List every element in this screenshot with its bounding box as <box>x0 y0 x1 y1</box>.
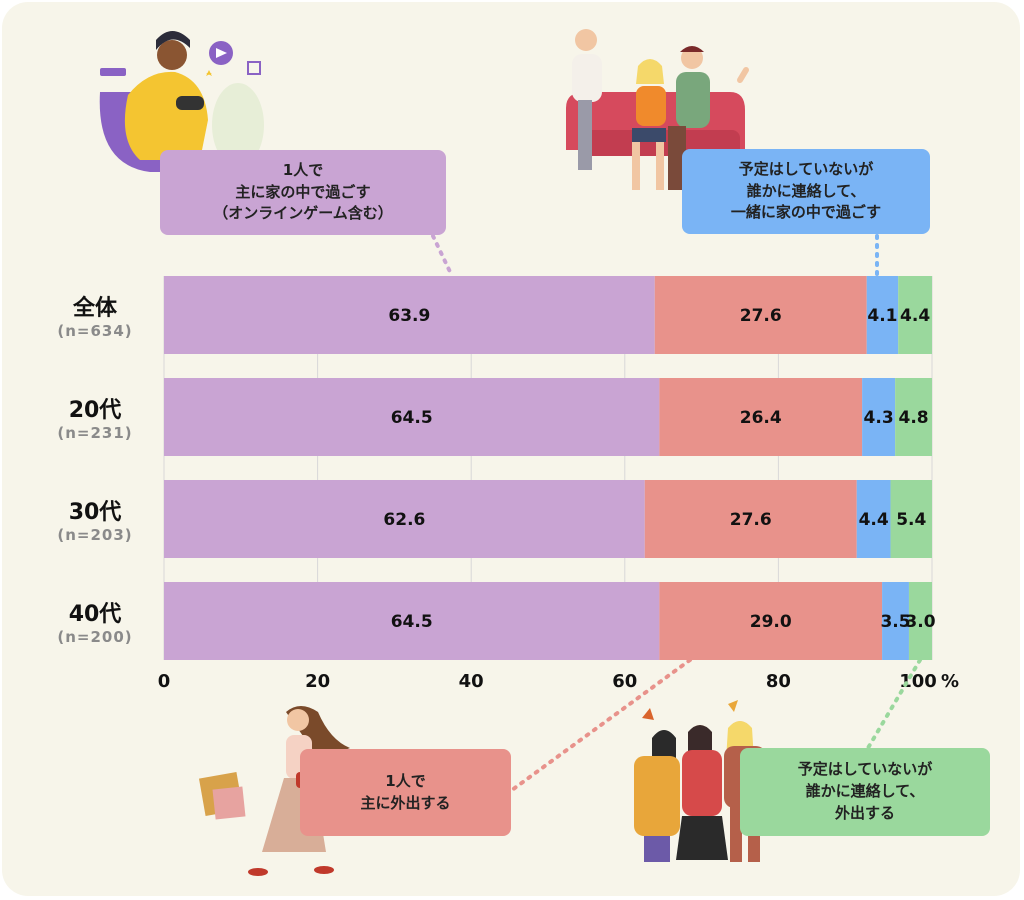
row-label-30s: 30代 (n=203) <box>40 494 150 544</box>
row-label-text: 40代 <box>68 602 122 627</box>
data-label: 64.5 <box>391 408 433 428</box>
callout-line: 一緒に家の中で過ごす <box>730 203 882 222</box>
data-label: 4.8 <box>899 408 929 428</box>
row-label-text: 20代 <box>68 398 122 423</box>
callout-line: 1人で <box>282 160 324 179</box>
x-tick-label: 0 <box>158 671 171 692</box>
bar-segment <box>856 480 891 558</box>
x-tick-label: 20 <box>305 671 330 692</box>
bar-segment <box>659 582 883 660</box>
row-sample-size: (n=231) <box>57 424 133 442</box>
data-label: 26.4 <box>740 408 782 428</box>
friends-sofa-illustration <box>566 29 749 190</box>
row-label-all: 全体 (n=634) <box>40 290 150 340</box>
bar-segment <box>862 378 896 456</box>
bar-segment <box>164 582 660 660</box>
data-label: 27.6 <box>740 306 782 326</box>
row-sample-size: (n=634) <box>57 322 133 340</box>
bar-segment <box>654 276 867 354</box>
callout-line: 誰かに連絡して、 <box>805 782 925 801</box>
callout-line: 予定はしていないが <box>738 159 874 178</box>
callout-line: 主に外出する <box>360 793 451 812</box>
data-label: 27.6 <box>730 510 772 530</box>
data-label: 4.4 <box>859 510 889 530</box>
bar-segment <box>644 480 857 558</box>
data-label: 4.1 <box>867 306 897 326</box>
data-label: 63.9 <box>388 306 430 326</box>
data-label: 64.5 <box>391 612 433 632</box>
callout-solo-out: 1人で 主に外出する <box>300 749 511 836</box>
callout-group-home: 予定はしていないが 誰かに連絡して、 一緒に家の中で過ごす <box>682 149 930 234</box>
row-label-text: 全体 <box>72 296 117 321</box>
row-sample-size: (n=200) <box>57 628 133 646</box>
data-label: 62.6 <box>383 510 425 530</box>
bar-segment <box>898 276 932 354</box>
data-label: 29.0 <box>750 612 792 632</box>
bar-segment <box>164 378 660 456</box>
leader-line <box>866 658 922 750</box>
bar-segment <box>164 276 655 354</box>
row-label-text: 30代 <box>68 500 122 525</box>
data-label: 4.4 <box>900 306 930 326</box>
row-label-20s: 20代 (n=231) <box>40 392 150 442</box>
data-label: 3.5 <box>880 612 910 632</box>
x-tick-label: 60 <box>612 671 637 692</box>
bar-segment <box>890 480 932 558</box>
leader-line <box>431 234 454 278</box>
bar-segment <box>659 378 863 456</box>
callout-line: 外出する <box>834 803 895 822</box>
bar-segment <box>866 276 899 354</box>
leader-line <box>510 658 692 792</box>
x-tick-label: 40 <box>459 671 484 692</box>
x-unit-label: % <box>941 671 959 692</box>
row-label-40s: 40代 (n=200) <box>40 596 150 646</box>
callout-line: 1人で <box>385 771 426 790</box>
bar-segment <box>908 582 932 660</box>
callout-solo-home: 1人で 主に家の中で過ごす （オンラインゲーム含む） <box>160 150 446 235</box>
data-label: 3.0 <box>905 612 935 632</box>
callout-line: 主に家の中で過ごす <box>235 182 371 201</box>
callout-group-out: 予定はしていないが 誰かに連絡して、 外出する <box>740 748 990 836</box>
callout-line: 誰かに連絡して、 <box>746 181 866 200</box>
callout-line: 予定はしていないが <box>797 760 933 779</box>
x-tick-label: 80 <box>766 671 791 692</box>
row-sample-size: (n=203) <box>57 526 133 544</box>
bar-segment <box>895 378 932 456</box>
data-label: 4.3 <box>864 408 894 428</box>
x-tick-label: 100 <box>899 671 937 692</box>
data-label: 5.4 <box>896 510 926 530</box>
callout-line: （オンラインゲーム含む） <box>213 204 393 223</box>
bar-segment <box>882 582 909 660</box>
bar-segment <box>164 480 645 558</box>
